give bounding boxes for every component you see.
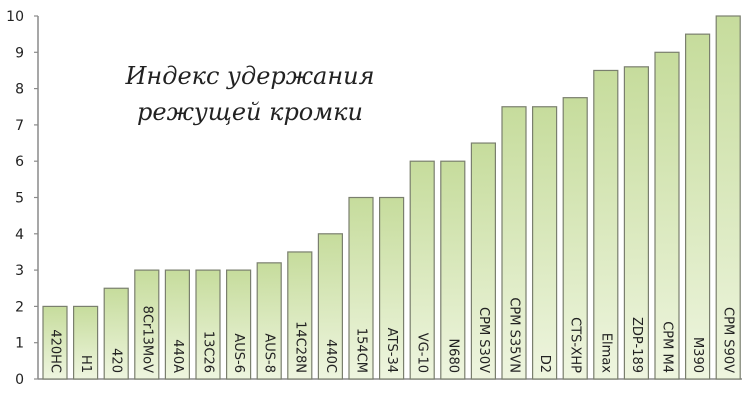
bar	[654, 51, 680, 380]
y-tick-label: 5	[15, 191, 24, 207]
bar-label: H1	[78, 355, 93, 373]
bar	[562, 97, 588, 380]
bar	[684, 33, 711, 380]
bar-label: CPM M4	[660, 321, 675, 373]
bar-label: CPM S90V	[721, 307, 736, 373]
bar	[501, 106, 527, 380]
bar	[348, 196, 374, 380]
y-tick-label: 4	[15, 227, 24, 243]
bar-label: CTS-XHP	[568, 317, 583, 373]
bar	[715, 15, 741, 380]
bar	[317, 233, 343, 380]
bar	[287, 251, 313, 380]
y-tick-label: 7	[15, 118, 24, 134]
bar	[164, 269, 190, 380]
y-tick-label: 2	[15, 299, 24, 315]
bar	[531, 106, 558, 380]
bar-label: 440A	[170, 339, 185, 373]
y-tick-label: 9	[15, 45, 24, 61]
bar-label: 154CM	[354, 328, 369, 373]
y-tick-label: 1	[15, 336, 24, 352]
y-tick-label: 6	[15, 154, 24, 170]
bar-label: ZDP-189	[629, 317, 644, 373]
bar-label: CPM S30V	[476, 307, 491, 373]
bar-label: 420HC	[48, 329, 63, 373]
bar	[593, 69, 619, 380]
bar-label: 440C	[323, 339, 338, 373]
bar	[470, 142, 496, 380]
chart-title: Индекс удержания режущей кромки	[105, 58, 395, 130]
chart-title-line-1: Индекс удержания	[125, 62, 375, 90]
bar-label: Elmax	[598, 333, 613, 373]
bar-label: CPM S35VN	[507, 297, 522, 373]
bar	[72, 305, 99, 380]
bar-label: D2	[537, 355, 552, 373]
bar	[103, 287, 129, 380]
y-tick-label: 3	[15, 263, 24, 279]
y-tick-label: 8	[15, 82, 24, 98]
bar	[42, 305, 68, 380]
bar-label: 420	[109, 348, 124, 373]
bar	[256, 262, 282, 380]
y-tick-label: 0	[15, 372, 24, 388]
bar-label: 13C26	[201, 331, 216, 373]
bar-label: AUS-6	[231, 333, 246, 373]
y-tick-label: 10	[6, 9, 24, 25]
bar-label: AUS-8	[262, 333, 277, 373]
bar	[195, 269, 221, 380]
bar-label: 14C28N	[292, 321, 307, 373]
bar	[440, 160, 466, 380]
bar-label: 8Cr13MoV	[139, 306, 154, 373]
bar	[409, 160, 435, 380]
bar-label: N680	[445, 338, 460, 373]
bar-label: M390	[690, 337, 705, 373]
bar	[134, 269, 160, 380]
bar	[379, 196, 405, 380]
bar-label: ATS-34	[384, 328, 399, 373]
bar-label: VG-10	[415, 333, 430, 373]
chart-title-line-2: режущей кромки	[137, 98, 363, 126]
bar	[226, 269, 252, 380]
bar	[623, 66, 650, 380]
